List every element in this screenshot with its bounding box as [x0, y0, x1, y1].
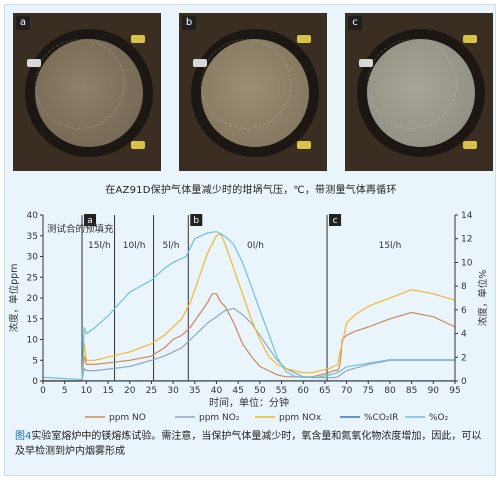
- x-tick-label: 90: [428, 386, 440, 396]
- y-tick-label-left: 35: [27, 232, 38, 242]
- phase-label: 10l/h: [123, 241, 146, 251]
- photo-panel-b: b: [179, 13, 327, 171]
- x-tick-label: 0: [40, 386, 46, 396]
- x-tick-label: 55: [276, 386, 287, 396]
- x-tick-label: 75: [363, 386, 374, 396]
- event-marker-label: a: [87, 216, 93, 226]
- corner-note: 测试合的预填充: [47, 223, 114, 235]
- x-tick-label: 20: [124, 386, 136, 396]
- figure-number: 图4: [15, 431, 32, 442]
- y-tick-label-right: 12: [461, 235, 472, 245]
- figure-caption: 图4实验室熔炉中的镁熔炼试验。需注意，当保护气体量减少时，氧含量和氮氧化物浓度增…: [15, 429, 485, 459]
- series-line: [42, 231, 455, 381]
- y-tick-label-right: 0: [461, 377, 467, 387]
- phase-label: 0l/h: [247, 241, 264, 251]
- phase-label: 15l/h: [379, 241, 402, 251]
- y-tick-label-left: 40: [27, 211, 39, 221]
- x-tick-label: 80: [384, 386, 396, 396]
- series-line: [43, 307, 455, 382]
- x-axis-label: 时间，单位：分钟: [209, 396, 289, 409]
- x-tick-label: 95: [449, 386, 460, 396]
- event-marker-box: [329, 214, 342, 226]
- y-tick-label-right: 14: [461, 211, 473, 221]
- y-axis-label-left: 浓度，单位ppm: [8, 264, 20, 333]
- x-tick-label: 30: [167, 386, 179, 396]
- x-tick-label: 40: [211, 386, 223, 396]
- photo-panel-c: c: [345, 13, 493, 171]
- legend-label: %CO₂IR: [364, 413, 398, 423]
- y-tick-label-right: 2: [461, 353, 467, 363]
- y-tick-label-right: 4: [461, 330, 467, 340]
- y-tick-label-left: 30: [27, 253, 39, 263]
- phase-label: 15l/h: [88, 241, 111, 251]
- legend-label: ppm NO₂: [199, 413, 240, 423]
- y-tick-label-right: 10: [461, 258, 473, 268]
- y-tick-label-left: 15: [27, 315, 38, 325]
- x-tick-label: 25: [146, 386, 157, 396]
- figure-frame: a b c 在AZ91D保护气体量减少时的坩埚气压，℃，带测量气体再循环 15l…: [4, 4, 496, 476]
- x-tick-label: 65: [319, 386, 330, 396]
- event-marker-label: c: [333, 216, 338, 226]
- legend-label: ppm NO: [109, 413, 146, 423]
- y-tick-label-left: 0: [32, 377, 38, 387]
- y-tick-label-left: 5: [32, 356, 38, 366]
- y-axis-label-right: 浓度，单位%: [477, 270, 489, 327]
- figure-caption-text: 实验室熔炉中的镁熔炼试验。需注意，当保护气体量减少时，氧含量和氮氧化物浓度增加，…: [15, 431, 482, 457]
- y-tick-label-left: 25: [27, 273, 38, 283]
- x-tick-label: 5: [62, 386, 68, 396]
- x-tick-label: 70: [341, 386, 353, 396]
- photo-tag-a: a: [16, 16, 30, 30]
- photo-strip: a b c: [13, 13, 497, 173]
- y-tick-label-left: 20: [27, 294, 39, 304]
- series-line: [43, 233, 456, 382]
- x-tick-label: 10: [81, 386, 93, 396]
- y-tick-label-right: 6: [461, 306, 467, 316]
- phase-label: 5l/h: [162, 241, 179, 251]
- gas-concentration-chart: 15l/h 10l/h 5l/h 0l/h 15l/h a b c 测试合的预填充 0 5 10 15 2…: [8, 211, 489, 423]
- photo-tag-b: b: [182, 16, 196, 30]
- legend-label: ppm NOx: [279, 413, 322, 423]
- y-tick-label-right: 8: [461, 282, 467, 292]
- event-marker-box: [84, 214, 97, 226]
- event-marker-label: b: [193, 216, 199, 226]
- legend-label: %O₂: [429, 413, 449, 423]
- photo-caption: 在AZ91D保护气体量减少时的坩埚气压，℃，带测量气体再循环: [105, 185, 397, 196]
- x-tick-label: 60: [297, 386, 309, 396]
- y-tick-label-left: 10: [27, 336, 39, 346]
- x-tick-label: 85: [406, 386, 417, 396]
- plot-area: [43, 215, 455, 381]
- photo-panel-a: a: [13, 13, 161, 171]
- x-tick-label: 15: [102, 386, 113, 396]
- x-tick-label: 45: [232, 386, 243, 396]
- x-tick-label: 50: [254, 386, 266, 396]
- photo-tag-c: c: [348, 16, 362, 30]
- event-marker-box: [190, 214, 203, 226]
- x-tick-label: 35: [189, 386, 200, 396]
